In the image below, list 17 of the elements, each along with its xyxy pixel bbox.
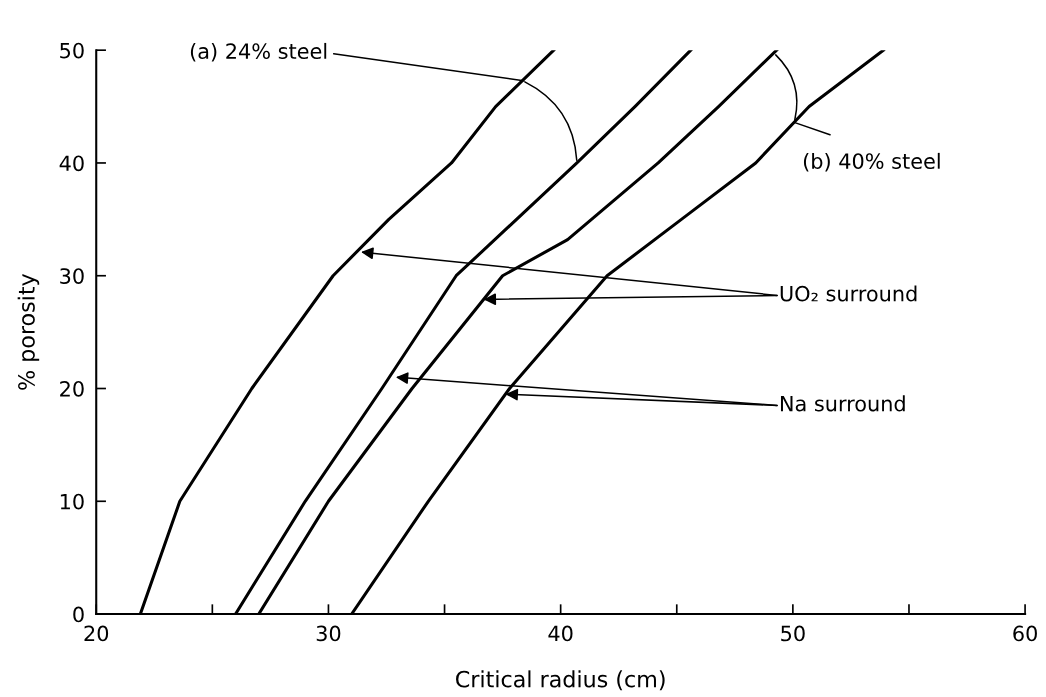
x-tick-label: 30 <box>316 625 341 642</box>
y-tick-label: 0 <box>73 606 84 623</box>
annotation: Na surround <box>780 395 905 412</box>
annotation: (a) 24% steel <box>190 42 327 62</box>
y-tick-label: 10 <box>60 493 84 510</box>
y-tick-label: 40 <box>59 155 84 172</box>
y-axis-title: % porosity <box>17 273 40 390</box>
x-tick-label: 20 <box>84 625 109 642</box>
x-axis-title: Critical radius (cm) <box>456 670 665 691</box>
x-tick-label: 60 <box>1013 625 1037 642</box>
annotation: (b) 40% steel <box>803 152 940 172</box>
y-tick-label: 50 <box>60 42 84 59</box>
annotation: UO₂ surround <box>780 285 917 302</box>
y-tick-label: 30 <box>60 268 84 284</box>
x-tick-label: 40 <box>548 625 573 642</box>
y-tick-label: 20 <box>60 380 84 397</box>
x-tick-label: 50 <box>781 625 805 642</box>
